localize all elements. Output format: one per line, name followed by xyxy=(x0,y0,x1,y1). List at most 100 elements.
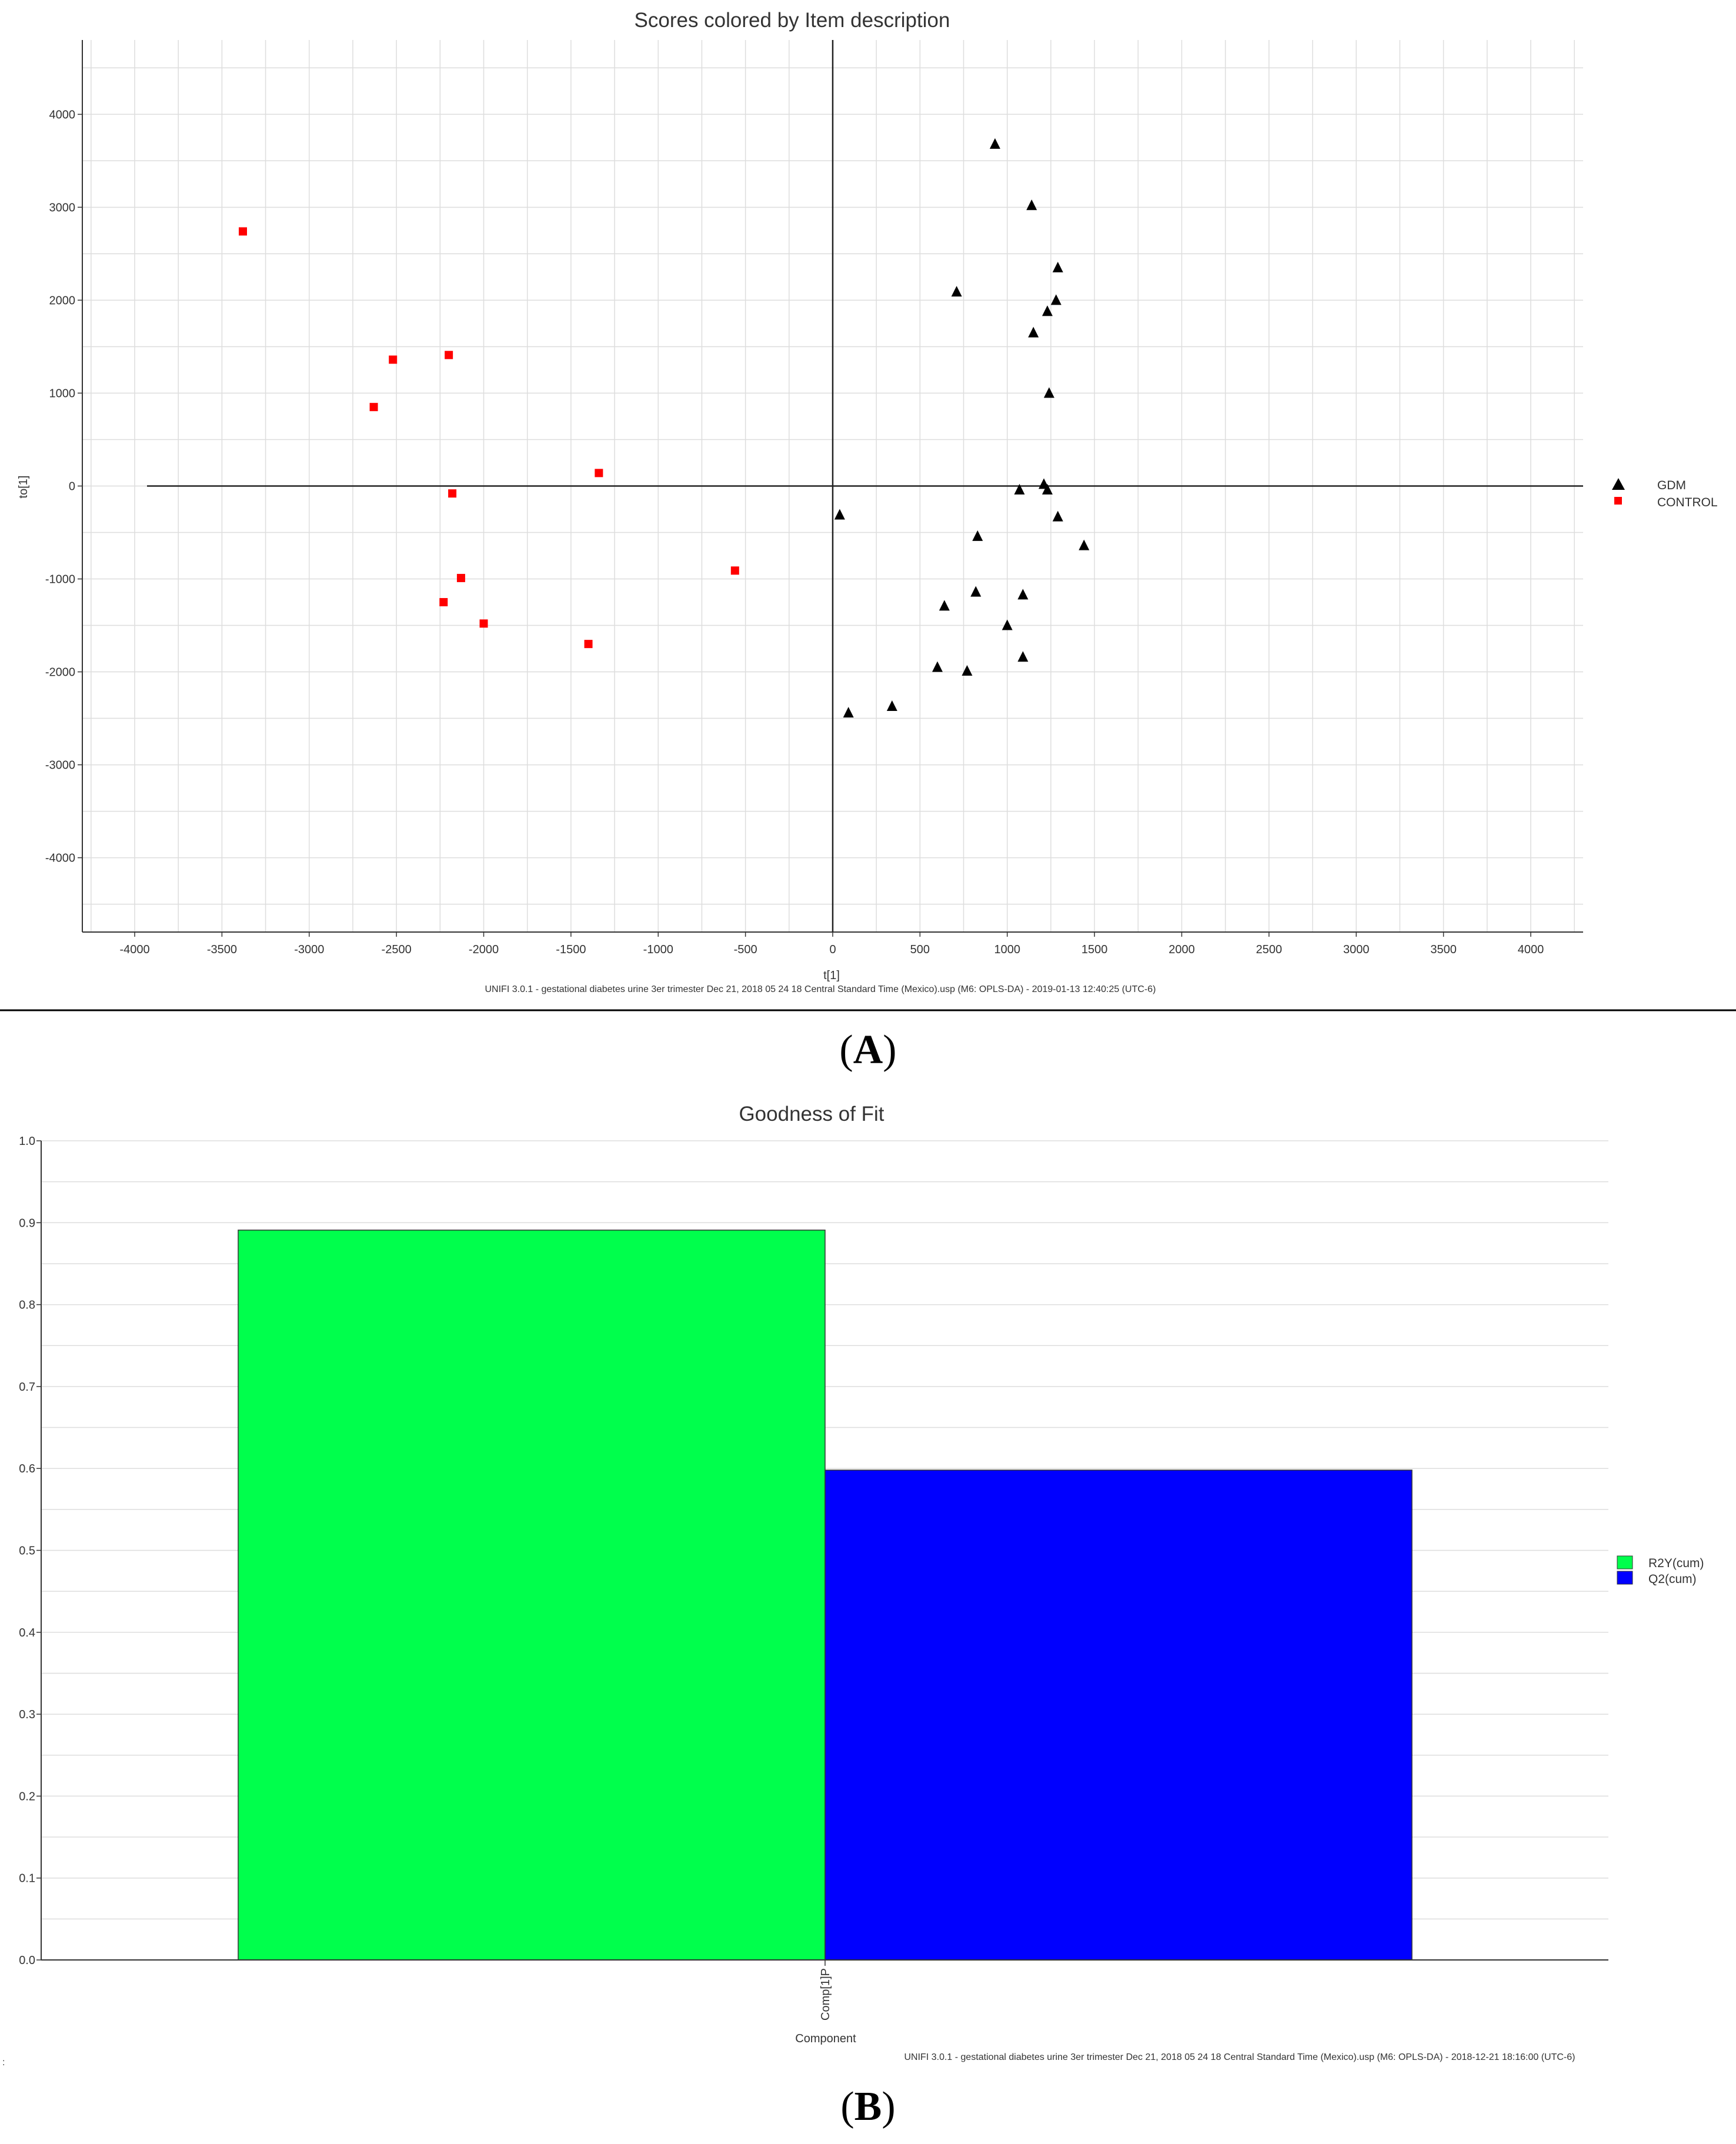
gdm-point xyxy=(1028,326,1039,338)
legend-q2-swatch xyxy=(1617,1571,1633,1585)
y-tick-label: 0.1 xyxy=(19,1872,35,1885)
x-tick-label: 1000 xyxy=(994,943,1020,956)
x-tick-label: -1500 xyxy=(556,943,586,956)
y-tick-label: -4000 xyxy=(45,852,75,865)
x-tick-label: -3000 xyxy=(294,943,324,956)
gdm-point xyxy=(1079,539,1090,550)
gdm-point xyxy=(1017,651,1029,662)
y-tick-label: 4000 xyxy=(49,108,76,121)
caption-a-letter: A xyxy=(853,1027,883,1073)
control-point xyxy=(456,573,465,582)
y-tick-label: 0.2 xyxy=(19,1790,35,1803)
x-tick-label: 3000 xyxy=(1343,943,1370,956)
y-tick-label: 0.0 xyxy=(19,1954,35,1967)
gdm-point xyxy=(1017,589,1029,600)
y-tick-label: 1000 xyxy=(49,387,76,400)
caption-b-close: ) xyxy=(882,2084,895,2129)
scores-plot-footer: UNIFI 3.0.1 - gestational diabetes urine… xyxy=(485,984,1156,994)
x-tick-label: 4000 xyxy=(1518,943,1544,956)
x-tick-label: -2000 xyxy=(469,943,499,956)
x-tick-label: 1500 xyxy=(1081,943,1108,956)
y-tick-label: 2000 xyxy=(49,294,76,307)
goodness-of-fit-panel: Goodness of Fit 0.0 0.1 0.2 0.3 0.4 0.5 0.6 0.7… xyxy=(2,1103,1704,2068)
x-tick-label: 3500 xyxy=(1430,943,1457,956)
gdm-point xyxy=(1001,619,1013,630)
y-tick-label: 1.0 xyxy=(19,1135,35,1148)
gdm-point xyxy=(834,509,845,520)
control-point xyxy=(448,489,457,498)
caption-a-open: ( xyxy=(839,1027,853,1073)
y-tick-label: 0.9 xyxy=(19,1217,35,1230)
y-tick-label: 0.7 xyxy=(19,1381,35,1394)
caption-a-close: ) xyxy=(883,1027,896,1073)
gdm-point xyxy=(1041,305,1053,316)
gdm-point xyxy=(989,138,1000,149)
scores-plot-points xyxy=(239,138,1090,718)
goodness-of-fit-title: Goodness of Fit xyxy=(739,1103,884,1126)
gdm-point xyxy=(1052,510,1063,522)
scores-plot-title: Scores colored by Item description xyxy=(635,9,950,32)
legend-control-marker xyxy=(1614,497,1622,505)
x-tick-label: 2500 xyxy=(1256,943,1283,956)
x-tick-label: 0 xyxy=(829,943,836,956)
gdm-point xyxy=(843,707,854,718)
control-point xyxy=(479,619,488,628)
scores-plot-x-ticks: -4000 -3500 -3000 -2500 -2000 -1500 -1000 -500 0… xyxy=(119,932,1544,956)
legend-control-label: CONTROL xyxy=(1657,496,1718,509)
gdm-point xyxy=(1050,294,1061,305)
gdm-point xyxy=(1043,387,1054,398)
edge-mark: : xyxy=(2,2058,5,2068)
gdm-point xyxy=(972,530,983,541)
control-point xyxy=(730,566,739,575)
y-tick-label: 0.4 xyxy=(19,1627,35,1639)
scores-plot-axes xyxy=(82,40,1583,933)
y-tick-label: 0.5 xyxy=(19,1545,35,1558)
control-point xyxy=(389,355,398,364)
gdm-point xyxy=(932,661,943,672)
x-tick-label: -4000 xyxy=(119,943,149,956)
y-tick-label: -3000 xyxy=(45,759,75,772)
control-point xyxy=(439,598,448,607)
x-tick-label: -500 xyxy=(734,943,757,956)
gdm-point xyxy=(951,286,962,297)
legend-q2-label: Q2(cum) xyxy=(1648,1572,1697,1586)
gdm-point xyxy=(970,586,981,597)
y-tick-label: 3000 xyxy=(49,201,76,214)
y-tick-label: 0 xyxy=(69,480,75,493)
control-point xyxy=(445,350,453,359)
y-tick-label: -1000 xyxy=(45,573,75,586)
caption-b-open: ( xyxy=(840,2084,854,2129)
goodness-of-fit-axes xyxy=(41,1141,1608,1966)
goodness-of-fit-legend: R2Y(cum) Q2(cum) xyxy=(1617,1555,1704,1586)
goodness-of-fit-y-ticks: 0.0 0.1 0.2 0.3 0.4 0.5 0.6 0.7 0.8 0.9 1.0 xyxy=(19,1135,41,1967)
control-point xyxy=(595,469,603,477)
caption-b-letter: B xyxy=(854,2084,882,2129)
x-tick-label: -2500 xyxy=(382,943,412,956)
scores-plot-x-axis-label: t[1] xyxy=(823,969,840,982)
legend-gdm-label: GDM xyxy=(1657,479,1686,492)
gdm-point xyxy=(886,700,897,712)
control-point xyxy=(239,227,248,236)
r2y-bar xyxy=(238,1230,826,1961)
legend-r2y-swatch xyxy=(1617,1555,1633,1569)
gdm-point xyxy=(1026,199,1037,211)
gdm-point xyxy=(1014,483,1025,495)
x-tick-label: 2000 xyxy=(1169,943,1195,956)
gdm-point xyxy=(1052,262,1063,273)
caption-a: (A) xyxy=(839,1027,896,1073)
y-tick-label: 0.8 xyxy=(19,1299,35,1312)
control-point xyxy=(369,403,378,412)
y-tick-label: 0.6 xyxy=(19,1462,35,1475)
goodness-of-fit-category-label: Comp[1]P xyxy=(819,1968,832,2021)
gdm-point xyxy=(939,600,950,611)
gdm-point xyxy=(1041,483,1053,495)
caption-b: (B) xyxy=(840,2084,895,2129)
y-tick-label: -2000 xyxy=(45,666,75,679)
gdm-point xyxy=(962,664,973,676)
x-tick-label: -1000 xyxy=(643,943,673,956)
legend-r2y-label: R2Y(cum) xyxy=(1648,1557,1704,1570)
scores-plot-y-ticks: -4000 -3000 -2000 -1000 0 1000 2000 3000 4000 xyxy=(45,108,82,865)
control-point xyxy=(584,640,593,649)
x-tick-label: 500 xyxy=(910,943,930,956)
goodness-of-fit-x-axis-label: Component xyxy=(795,2032,856,2045)
